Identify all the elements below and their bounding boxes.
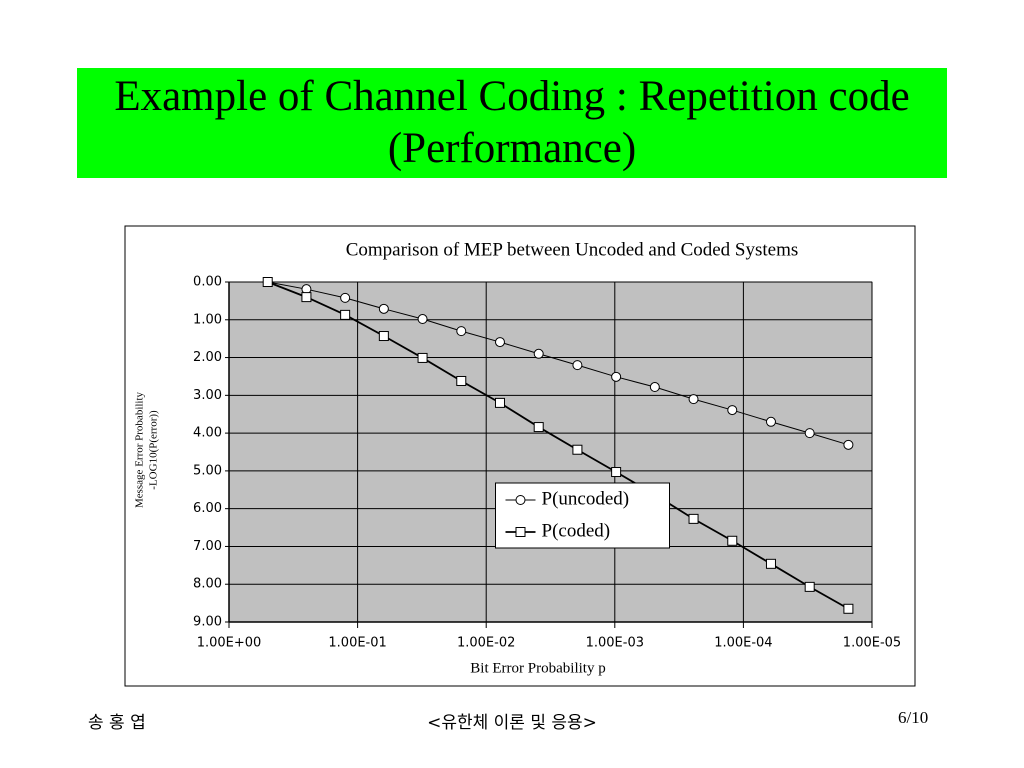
legend-marker xyxy=(515,495,526,505)
marker xyxy=(572,360,583,371)
footer-course: <유한체 이론 및 응용> xyxy=(427,713,597,733)
x-tick-label: 1.00E-01 xyxy=(328,636,386,651)
marker xyxy=(727,535,738,546)
marker xyxy=(456,375,467,386)
x-tick-label: 1.00E-03 xyxy=(586,636,644,651)
y-tick-label: 2.00 xyxy=(193,350,222,365)
y-tick-label: 5.00 xyxy=(193,463,222,478)
y-tick-label: 7.00 xyxy=(193,539,222,554)
marker xyxy=(649,382,660,393)
marker xyxy=(572,444,583,455)
marker xyxy=(494,397,505,408)
marker xyxy=(456,326,467,337)
legend-marker xyxy=(515,527,526,537)
marker xyxy=(804,581,815,592)
x-tick-label: 1.00E-02 xyxy=(457,636,515,651)
y-tick-label: 4.00 xyxy=(193,426,222,441)
marker xyxy=(804,428,815,439)
marker xyxy=(494,337,505,348)
footer-author: 송 홍 엽 xyxy=(88,713,146,733)
y-axis-label-line: Message Error Probability xyxy=(134,391,146,508)
x-axis-label: Bit Error Probability p xyxy=(470,660,605,676)
y-axis-label: Message Error Probability -LOG10(P(error… xyxy=(134,391,160,508)
marker xyxy=(688,513,699,524)
marker xyxy=(843,439,854,450)
marker xyxy=(262,277,273,287)
legend-label: P(uncoded) xyxy=(542,488,630,509)
y-tick-label: 6.00 xyxy=(193,501,222,516)
series-line xyxy=(267,281,849,446)
marker xyxy=(378,331,389,342)
plot-area xyxy=(228,281,873,623)
marker xyxy=(417,314,428,325)
slide-title: Example of Channel Coding : Repetition c… xyxy=(77,68,947,178)
marker xyxy=(843,603,854,614)
x-tick-label: 1.00E-04 xyxy=(714,636,772,651)
marker xyxy=(533,422,544,433)
footer-page: 6/10 xyxy=(898,708,929,727)
marker xyxy=(611,467,622,478)
marker xyxy=(533,348,544,359)
marker xyxy=(765,558,776,569)
marker xyxy=(340,292,351,303)
y-tick-label: 9.00 xyxy=(193,615,222,630)
legend-label: P(coded) xyxy=(542,520,611,541)
marker xyxy=(688,394,699,405)
marker xyxy=(378,303,389,314)
marker xyxy=(765,416,776,427)
legend-box xyxy=(495,482,670,549)
series-line xyxy=(267,281,849,610)
y-tick-label: 3.00 xyxy=(193,388,222,403)
chart-title: Comparison of MEP between Uncoded and Co… xyxy=(346,239,799,260)
y-tick-label: 1.00 xyxy=(193,312,222,327)
y-tick-label: 0.00 xyxy=(193,275,222,290)
marker xyxy=(611,371,622,382)
y-axis-label-line: -LOG10(P(error)) xyxy=(148,410,160,490)
x-tick-label: 1.00E-05 xyxy=(843,636,901,651)
marker xyxy=(417,352,428,363)
marker xyxy=(301,292,312,303)
marker xyxy=(727,405,738,416)
x-tick-label: 1.00E+00 xyxy=(197,636,262,651)
marker xyxy=(340,309,351,320)
y-tick-label: 8.00 xyxy=(193,577,222,592)
